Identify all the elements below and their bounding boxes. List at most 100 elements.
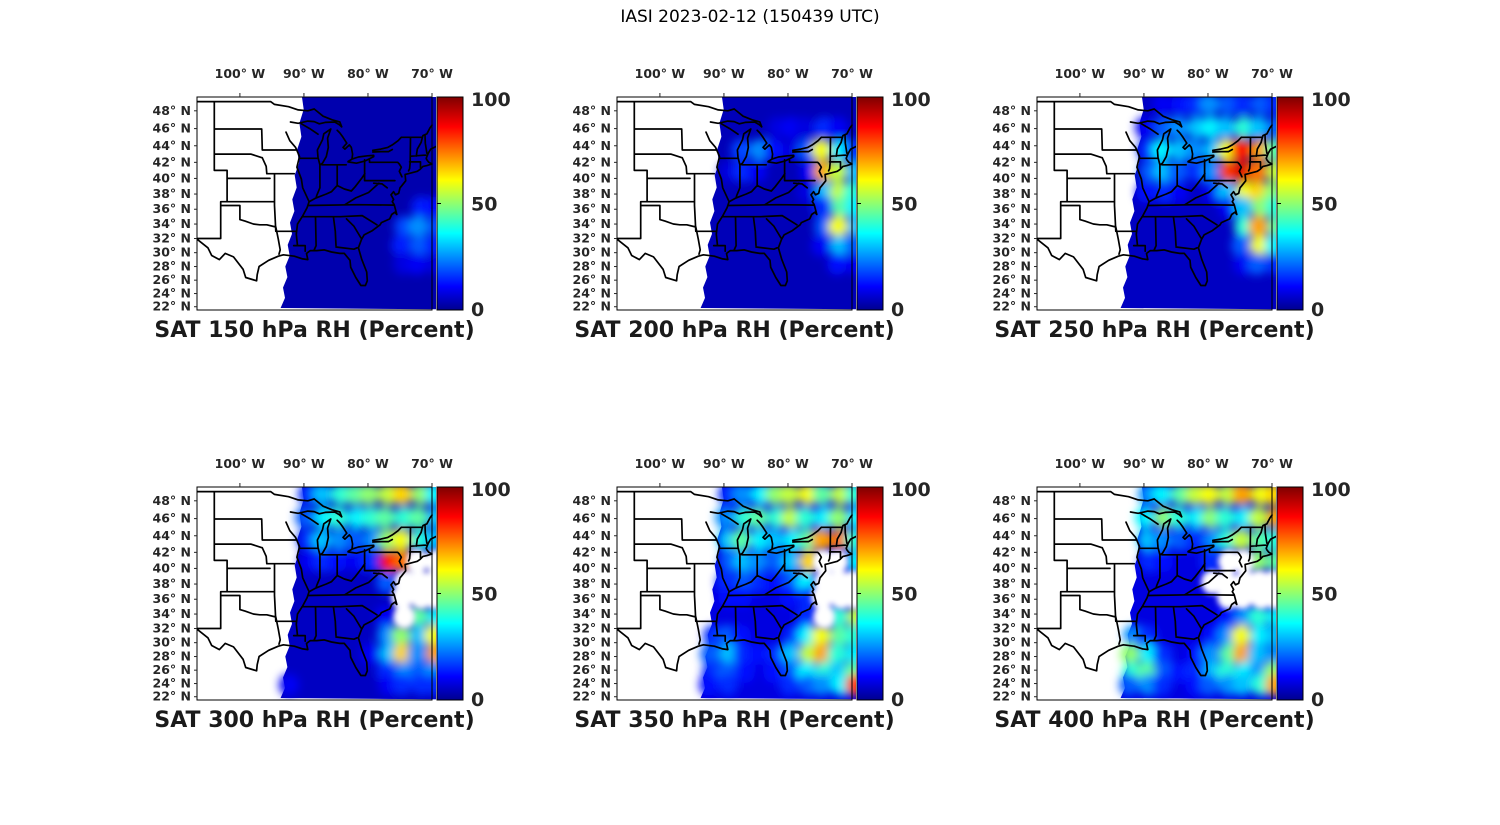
colorbar-tick-label: 0	[891, 689, 904, 711]
lon-tick-label: 90° W	[1123, 66, 1165, 81]
rh-blob	[846, 550, 856, 573]
rh-blob	[1234, 506, 1255, 529]
panel-map-300hpa: 100° W 90° W 80° W 70° W 48° N 46° N 44° N42° …	[153, 456, 511, 733]
lon-tick-label: 80° W	[1187, 456, 1229, 471]
colorbar-tick-label: 50	[471, 194, 497, 216]
rh-blob	[846, 643, 856, 666]
lon-tick-label: 70° W	[411, 456, 453, 471]
lat-tick-label: 28° N	[153, 259, 191, 274]
lat-tick-label: 30° N	[573, 245, 611, 260]
rh-blob	[845, 673, 856, 696]
rh-blob	[1219, 160, 1240, 183]
no-data-blob	[844, 585, 856, 610]
rh-blob	[846, 160, 856, 183]
lat-tick-label: 36° N	[153, 201, 191, 216]
rh-blob	[1234, 116, 1255, 139]
lat-tick-label: 32° N	[573, 621, 611, 636]
rh-blob	[1120, 643, 1141, 666]
rh-blob	[844, 234, 856, 257]
lat-tick-label: 40° N	[153, 170, 191, 185]
lat-tick-label: 30° N	[573, 635, 611, 650]
rh-blob	[1251, 196, 1272, 219]
axes-frame	[616, 486, 853, 701]
rh-blob	[1139, 550, 1160, 573]
rh-blob	[797, 624, 818, 647]
rh-blob	[408, 506, 429, 529]
rh-blob	[733, 550, 754, 573]
rh-blob	[783, 624, 804, 647]
rh-blob	[1186, 160, 1207, 183]
map-plot	[197, 487, 436, 700]
lat-tick-label: 48° N	[573, 103, 611, 118]
lon-tick-label: 90° W	[703, 456, 745, 471]
lon-tick-label: 90° W	[1123, 456, 1165, 471]
rh-blob	[700, 643, 721, 666]
lat-tick-label: 24° N	[993, 286, 1031, 301]
rh-blob	[411, 196, 432, 219]
rh-blob	[795, 116, 816, 139]
rh-blob	[715, 506, 736, 529]
rh-blob	[717, 528, 738, 551]
rh-blob	[393, 643, 414, 666]
lat-tick-label: 26° N	[993, 662, 1031, 677]
no-data-blob	[1264, 585, 1276, 610]
rh-blob	[831, 196, 852, 219]
lat-tick-label: 24° N	[573, 286, 611, 301]
lon-tick-label: 90° W	[283, 66, 325, 81]
state-borders	[1037, 490, 1276, 677]
rh-blob	[1153, 160, 1174, 183]
lon-tick-label: 80° W	[347, 456, 389, 471]
rh-blob	[845, 196, 856, 219]
rh-data-layer	[391, 196, 436, 276]
no-data-blob	[424, 585, 436, 610]
rh-blob	[1264, 624, 1276, 647]
panel-title-150hpa: SAT 150 hPa RH (Percent)	[154, 318, 474, 343]
rh-blob	[1202, 181, 1223, 204]
lat-tick-label: 26° N	[153, 662, 191, 677]
rh-blob	[1152, 673, 1173, 696]
rh-blob	[1232, 487, 1253, 506]
lat-tick-label: 44° N	[993, 138, 1031, 153]
lon-tick-label: 100° W	[1055, 66, 1106, 81]
rh-blob	[830, 624, 851, 647]
lat-tick-label: 48° N	[993, 103, 1031, 118]
panel-title-300hpa: SAT 300 hPa RH (Percent)	[154, 708, 474, 733]
colorbar-tick-label: 100	[1311, 89, 1351, 111]
map-plot	[617, 487, 856, 700]
colorbar	[1276, 96, 1304, 311]
rh-blob	[1199, 487, 1220, 506]
lat-tick-label: 36° N	[573, 201, 611, 216]
state-borders	[197, 490, 436, 677]
colorbar-tick-label: 50	[891, 194, 917, 216]
axes-frame	[1036, 96, 1273, 311]
rh-blob	[1250, 624, 1271, 647]
rh-blob	[392, 673, 413, 696]
rh-blob	[1234, 215, 1255, 238]
rh-blob	[347, 506, 368, 529]
lon-tick-label: 70° W	[411, 66, 453, 81]
lon-tick-label: 80° W	[767, 66, 809, 81]
rh-blob	[1201, 116, 1222, 139]
rh-blob	[1264, 234, 1276, 257]
rh-blob	[812, 487, 833, 506]
rh-blob	[426, 253, 436, 276]
rh-blob	[827, 643, 848, 666]
rh-blob	[1200, 550, 1221, 573]
rh-blob	[391, 234, 412, 257]
rh-blob	[424, 624, 436, 647]
lat-tick-label: 38° N	[993, 576, 1031, 591]
rh-blob	[410, 234, 431, 257]
rh-blob	[1203, 624, 1224, 647]
rh-blob	[1248, 116, 1269, 139]
rh-blob	[846, 253, 856, 276]
lat-tick-label: 36° N	[573, 591, 611, 606]
lon-tick-label: 90° W	[703, 66, 745, 81]
rh-blob	[1265, 673, 1276, 696]
rh-blob	[1199, 673, 1220, 696]
lat-tick-label: 40° N	[573, 170, 611, 185]
rh-blob	[795, 506, 816, 529]
no-data-blob	[813, 604, 836, 629]
rh-blob	[425, 196, 436, 219]
colorbar	[1276, 486, 1304, 701]
colorbar-tick-label: 50	[1311, 584, 1337, 606]
